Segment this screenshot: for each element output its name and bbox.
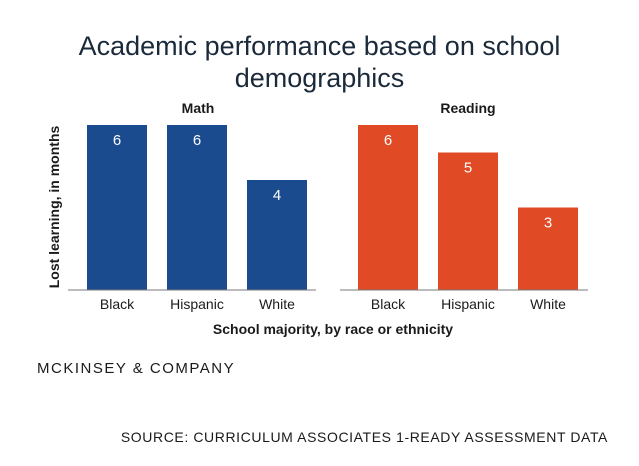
x-axis-label: School majority, by race or ethnicity: [213, 321, 453, 337]
reading-category-white: White: [530, 296, 566, 312]
reading-bar-white: [518, 207, 578, 290]
reading-panel-label: Reading: [440, 100, 495, 116]
reading-value-black: 6: [384, 132, 392, 149]
math-value-hispanic: 6: [193, 132, 201, 149]
chart-title-line-2: demographics: [234, 63, 405, 93]
y-axis-label: Lost learning, in months: [46, 126, 62, 289]
math-bar-black: [87, 125, 147, 290]
reading-category-black: Black: [371, 296, 406, 312]
math-bar-hispanic: [167, 125, 227, 290]
reading-bar-black: [358, 125, 418, 290]
reading-value-white: 3: [544, 215, 552, 232]
source-note: SOURCE: CURRICULUM ASSOCIATES 1-READY AS…: [120, 429, 608, 445]
reading-category-hispanic: Hispanic: [441, 296, 495, 312]
math-category-black: Black: [100, 296, 135, 312]
math-value-black: 6: [113, 132, 121, 149]
chart-title-line-1: Academic performance based on school: [78, 31, 561, 61]
math-category-white: White: [259, 296, 295, 312]
reading-value-hispanic: 5: [464, 160, 472, 177]
math-panel-label: Math: [182, 100, 215, 116]
math-bar-white: [247, 180, 307, 290]
math-category-hispanic: Hispanic: [170, 296, 224, 312]
math-value-white: 4: [273, 187, 281, 204]
reading-bar-hispanic: [438, 152, 498, 290]
chart-title: Academic performance based on school dem…: [0, 30, 639, 94]
publisher-credit: MCKINSEY & COMPANY: [37, 360, 236, 377]
